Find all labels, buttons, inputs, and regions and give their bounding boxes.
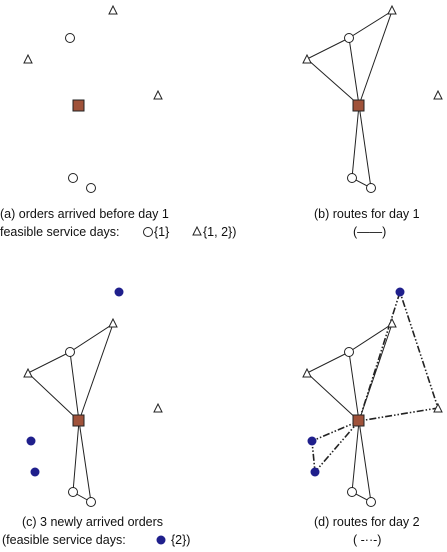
circle-order-icon [86,183,96,193]
triangle-order-icon [387,4,397,15]
circle-order-icon [347,487,357,497]
circle-order-icon [366,497,376,507]
triangle-order-icon [192,225,202,236]
route-line [348,9,393,106]
triangle-order-icon [433,402,443,413]
square-depot-icon [352,414,365,427]
triangle-order-icon [433,89,443,100]
circle-order-icon [344,33,354,43]
route-line [72,420,92,503]
route-day2 [311,289,440,474]
filled-circle-order-icon [156,535,166,545]
caption-c-dot-days: {2}) [171,533,190,547]
caption-c-prefix: (feasible service days: [2,533,126,547]
circle-order-icon [86,497,96,507]
triangle-order-icon [153,402,163,413]
panel-b: (b) routes for day 1 (——) [302,4,443,239]
route-line-dashdot [311,420,360,474]
square-depot-icon [72,414,85,427]
circle-order-icon [68,487,78,497]
route-line [351,420,372,503]
filled-circle-order-icon [26,436,36,446]
filled-circle-order-icon [310,467,320,477]
caption-b-legend: (——) [353,225,386,239]
triangle-order-icon [302,53,312,64]
circle-order-icon [344,347,354,357]
circle-order-icon [68,173,78,183]
caption-d-title: (d) routes for day 2 [314,515,420,529]
route-line [348,322,393,422]
caption-c-title: (c) 3 newly arrived orders [22,515,163,529]
caption-d-legend: ( -··-) [353,533,381,547]
triangle-order-icon [108,4,118,15]
filled-circle-order-icon [395,287,405,297]
route-line [306,37,360,106]
triangle-order-icon [108,317,118,328]
filled-circle-order-icon [114,287,124,297]
route-line [69,322,114,422]
route-line [306,351,360,422]
triangle-order-icon [23,53,33,64]
circle-order-icon [143,227,153,237]
square-depot-icon [72,99,85,112]
panel-d: (d) routes for day 2 ( -··-) [302,287,443,547]
caption-a-circle-days: {1} [154,225,169,239]
circle-order-icon [65,347,75,357]
caption-a-prefix: feasible service days: [0,225,120,239]
caption-a-triangle-days: {1, 2}) [203,225,236,239]
triangle-order-icon [302,367,312,378]
triangle-order-icon [23,367,33,378]
panel-c: (c) 3 newly arrived orders (feasible ser… [2,287,190,547]
route-line [351,104,372,189]
caption-a-title: (a) orders arrived before day 1 [0,207,169,221]
circle-order-icon [347,173,357,183]
filled-circle-order-icon [30,467,40,477]
panel-a: (a) orders arrived before day 1 feasible… [0,4,236,239]
triangle-order-icon [387,317,397,328]
square-depot-icon [352,99,365,112]
route-line-dashdot [358,289,440,422]
triangle-order-icon [153,89,163,100]
circle-order-icon [366,183,376,193]
filled-circle-order-icon [307,436,317,446]
circle-order-icon [65,33,75,43]
caption-b-title: (b) routes for day 1 [314,207,420,221]
